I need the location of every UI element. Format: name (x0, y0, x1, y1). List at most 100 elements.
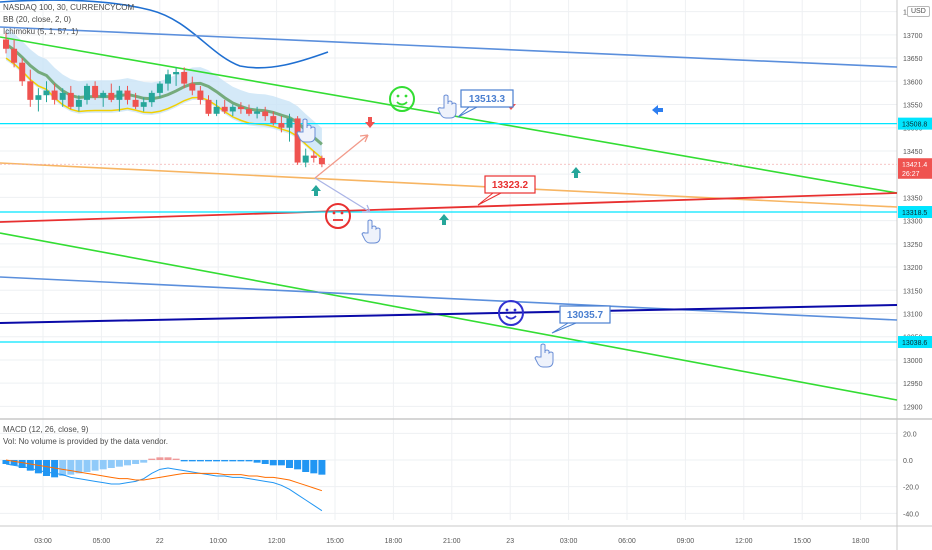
candle (156, 81, 163, 98)
candle (108, 83, 115, 103)
macd-histogram-bar (10, 460, 18, 466)
hand-pointer-icon (534, 343, 554, 368)
hand-pointer-icon (534, 343, 554, 368)
projection-line-down (314, 177, 371, 213)
x-tick-label: 22 (156, 538, 164, 545)
macd-histogram-bar (124, 460, 131, 466)
smiley-mouth (505, 315, 517, 320)
candles (3, 32, 325, 168)
macd-title[interactable]: MACD (12, 26, close, 9) (3, 425, 89, 434)
hand-pointer-icon (296, 118, 316, 143)
candle-body (310, 155, 317, 158)
price-label: 13318.5 (898, 206, 932, 219)
macd-histogram-bar (75, 460, 83, 474)
macd-histogram-bar (164, 457, 172, 460)
y-tick-label: 13000 (903, 358, 923, 365)
macd-histogram-bar (318, 460, 326, 475)
smiley-eye (404, 94, 408, 98)
candle-body (156, 83, 163, 93)
time-axis[interactable]: 03:00 05:00 22 10:00 12:00 15:00 18:00 21:00 23 0… (34, 538, 869, 545)
candle (84, 83, 90, 105)
x-tick-label: 12:00 (268, 538, 286, 545)
lower-band-line (5, 57, 323, 159)
candle-body (35, 95, 42, 100)
candle (310, 150, 317, 163)
left-arrow-icon (652, 105, 663, 115)
macd-histogram-bar (51, 460, 59, 478)
price-label-text: 13038.6 (902, 340, 927, 347)
trend-line-green-lower (0, 232, 898, 401)
macd-histogram-bar (59, 460, 67, 476)
candle-body (92, 85, 99, 98)
projection-line-up (314, 134, 369, 179)
macd-histogram-bar (91, 460, 99, 471)
drawings (296, 86, 663, 368)
hand-pointer-icon (296, 118, 316, 143)
smiley-face (389, 86, 415, 112)
candle-body (19, 62, 26, 82)
bb-indicator-title[interactable]: BB (20, close, 2, 0) (3, 15, 72, 24)
candle (3, 32, 9, 54)
candle (148, 90, 155, 107)
price-label-text: 13508.8 (902, 122, 927, 129)
candle-body (246, 109, 252, 114)
macd-histogram-bar (83, 460, 91, 472)
x-tick-label: 05:00 (93, 538, 111, 545)
y-tick-label: 13600 (903, 79, 923, 86)
symbol-title[interactable]: NASDAQ 100, 30, CURRENCYCOM (3, 3, 135, 12)
macd-histogram-bar (253, 460, 261, 463)
price-labels: 13508.8 13421.4 26:27 13318.5 13038.6 (898, 117, 932, 349)
candle-body (173, 71, 180, 75)
candle-body (270, 116, 277, 124)
y-tick-label: 13150 (903, 288, 923, 295)
smiley-eye (340, 211, 344, 215)
macd-histogram-bar (18, 460, 26, 468)
up-arrow-icon (571, 167, 581, 178)
price-label-box (898, 336, 932, 349)
candle (221, 99, 228, 114)
candle-body (51, 90, 58, 100)
candle (278, 116, 285, 133)
price-axis[interactable]: 1375013700136501360013550135001345013400… (903, 10, 923, 519)
candle-body (254, 111, 261, 114)
currency-button[interactable]: USD (907, 6, 930, 17)
macd-histogram-bar (180, 460, 188, 462)
candle-body (229, 106, 236, 112)
y-tick-label: 12950 (903, 381, 923, 388)
ichimoku-indicator-title[interactable]: Ichimoku (5, 1, 57, 1) (3, 27, 79, 36)
macd-histogram-bar (67, 460, 75, 475)
macd-histogram-bar (107, 460, 115, 468)
candle-body (27, 81, 34, 100)
candle (213, 99, 220, 117)
macd-histogram-bar (286, 460, 293, 468)
hand-pointer-icon (437, 94, 457, 119)
price-label-box (898, 117, 932, 130)
candle-body (59, 92, 66, 100)
y-tick-label: 13700 (903, 33, 923, 40)
projection-arrowhead (362, 204, 371, 213)
price-label: 26:27 (898, 166, 932, 179)
candle-body (67, 92, 74, 107)
smiley-neutral-icon (325, 203, 351, 229)
macd-tick-label: -20.0 (903, 485, 919, 492)
macd-histogram-bar (237, 460, 245, 462)
candle-body (84, 85, 90, 100)
candle-body (237, 106, 244, 110)
smiley-face (498, 300, 524, 326)
macd-histogram-bar (140, 460, 148, 463)
candle (205, 95, 212, 117)
x-tick-label: 21:00 (443, 538, 461, 545)
price-label-box (898, 166, 932, 179)
smiley-blue-icon (498, 300, 524, 326)
macd-histogram-bar (172, 458, 180, 460)
macd-histogram-bar (99, 460, 107, 470)
price-label-text: 26:27 (902, 171, 920, 178)
candle-body (140, 102, 147, 107)
smiley-eye (513, 308, 517, 312)
candle-body (11, 48, 18, 63)
candle-body (318, 157, 325, 165)
trend-line-navy (0, 304, 898, 324)
candle (27, 69, 34, 107)
x-tick-label: 03:00 (34, 538, 52, 545)
